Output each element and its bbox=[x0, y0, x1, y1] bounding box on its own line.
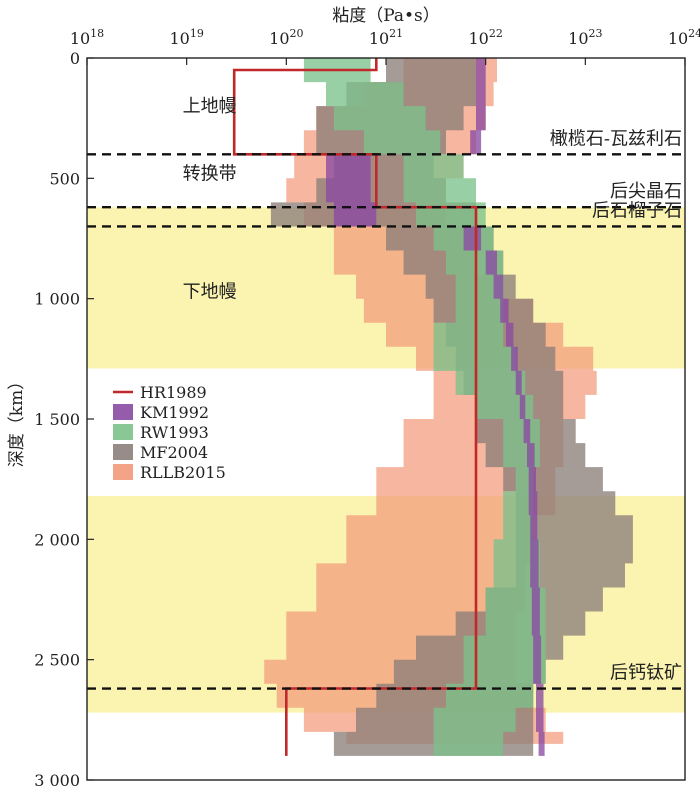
legend-label: RLLB2015 bbox=[140, 463, 226, 482]
chart-title: 粘度（Pa•s） bbox=[332, 6, 440, 26]
boundary-label: 后石榴子石 bbox=[592, 200, 682, 221]
x-tick-label: 1018 bbox=[70, 27, 104, 48]
series-layer bbox=[232, 58, 633, 756]
legend-swatch bbox=[113, 444, 133, 460]
region-label: 上地幔 bbox=[183, 96, 237, 117]
y-tick-label: 1 500 bbox=[34, 410, 80, 429]
boundary-label: 后尖晶石 bbox=[610, 181, 682, 202]
x-tick-label: 1021 bbox=[369, 27, 403, 48]
x-tick-label: 1024 bbox=[668, 27, 700, 48]
series-hr1989-line bbox=[232, 58, 478, 756]
y-tick-label: 0 bbox=[70, 49, 80, 68]
y-tick-label: 2 500 bbox=[34, 651, 80, 670]
y-tick-label: 1 000 bbox=[34, 290, 80, 309]
legend-label: MF2004 bbox=[140, 443, 208, 462]
legend-swatch bbox=[113, 464, 133, 480]
legend-swatch bbox=[113, 424, 133, 440]
y-tick-label: 3 000 bbox=[34, 771, 80, 790]
legend-swatch bbox=[113, 404, 133, 420]
region-label: 下地幔 bbox=[183, 281, 237, 302]
series-rw1993-area bbox=[303, 58, 546, 756]
boundary-label: 橄榄石-瓦兹利石 bbox=[550, 128, 682, 149]
x-tick-label: 1023 bbox=[568, 27, 602, 48]
legend-label: HR1989 bbox=[140, 383, 207, 402]
legend-label: KM1992 bbox=[140, 403, 209, 422]
y-axis-label: 深度（km） bbox=[7, 373, 27, 467]
x-tick-label: 1019 bbox=[169, 27, 203, 48]
y-tick-label: 2 000 bbox=[34, 530, 80, 549]
region-label: 转换带 bbox=[183, 164, 237, 185]
legend-label: RW1993 bbox=[140, 423, 209, 442]
tick-labels: 1018 1019 1020 1021 1022 1023 1024 0 500 1 000 1 5… bbox=[34, 27, 700, 790]
x-tick-label: 1022 bbox=[468, 27, 502, 48]
y-tick-label: 500 bbox=[49, 169, 80, 188]
x-tick-label: 1020 bbox=[269, 27, 303, 48]
boundary-label: 后钙钛矿 bbox=[610, 663, 682, 684]
series-mf2004-area bbox=[270, 58, 633, 756]
